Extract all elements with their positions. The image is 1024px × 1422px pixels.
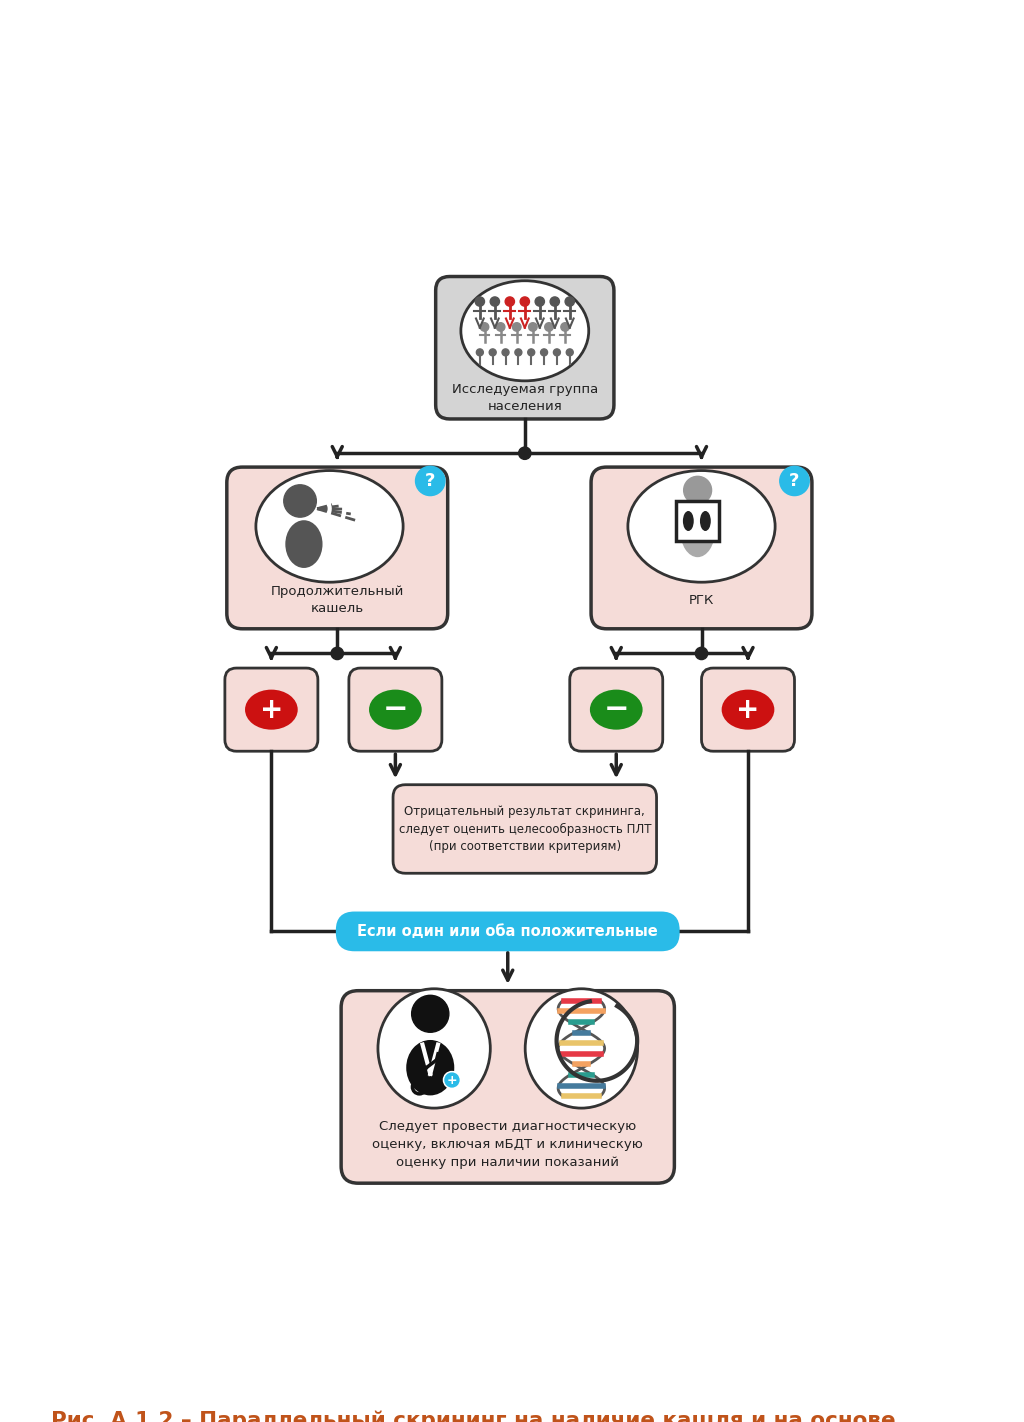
Circle shape <box>476 348 483 356</box>
Ellipse shape <box>680 503 715 557</box>
Ellipse shape <box>700 510 711 530</box>
Ellipse shape <box>628 471 775 582</box>
FancyBboxPatch shape <box>435 276 614 419</box>
Circle shape <box>566 348 573 356</box>
Circle shape <box>331 647 343 660</box>
Ellipse shape <box>286 520 323 567</box>
Circle shape <box>480 323 488 331</box>
Circle shape <box>475 297 484 306</box>
Circle shape <box>527 348 535 356</box>
Text: Отрицательный результат скрининга,
следует оценить целесообразность ПЛТ
(при соо: Отрицательный результат скрининга, следу… <box>398 805 651 853</box>
Circle shape <box>553 348 560 356</box>
Circle shape <box>695 647 708 660</box>
Circle shape <box>489 348 497 356</box>
Circle shape <box>520 297 529 306</box>
Circle shape <box>505 297 514 306</box>
Text: ?: ? <box>790 472 800 491</box>
Circle shape <box>561 323 569 331</box>
Circle shape <box>416 466 445 496</box>
FancyBboxPatch shape <box>341 991 675 1183</box>
Circle shape <box>541 348 548 356</box>
Circle shape <box>550 297 559 306</box>
Circle shape <box>528 323 538 331</box>
Text: +: + <box>736 695 760 724</box>
Ellipse shape <box>378 988 490 1108</box>
Circle shape <box>490 297 500 306</box>
Circle shape <box>545 323 553 331</box>
FancyBboxPatch shape <box>349 668 442 751</box>
Ellipse shape <box>256 471 403 582</box>
FancyBboxPatch shape <box>393 785 656 873</box>
Circle shape <box>512 323 521 331</box>
Circle shape <box>536 297 545 306</box>
Text: +: + <box>260 695 283 724</box>
Ellipse shape <box>407 1039 455 1095</box>
Ellipse shape <box>245 690 298 729</box>
Text: Продолжительный
кашель: Продолжительный кашель <box>270 586 403 616</box>
Text: Рис. А.1.2 – Параллельный скрининг на наличие кашля и на основе
РГК: Рис. А.1.2 – Параллельный скрининг на на… <box>51 1411 896 1422</box>
Circle shape <box>445 1074 459 1086</box>
Text: +: + <box>446 1074 458 1086</box>
Circle shape <box>515 348 522 356</box>
Circle shape <box>779 466 809 496</box>
Ellipse shape <box>525 988 638 1108</box>
Text: −: − <box>603 695 629 724</box>
Text: ?: ? <box>425 472 435 491</box>
FancyBboxPatch shape <box>701 668 795 751</box>
FancyBboxPatch shape <box>591 466 812 629</box>
FancyBboxPatch shape <box>337 913 678 950</box>
Circle shape <box>443 1072 461 1088</box>
Circle shape <box>518 447 531 459</box>
Circle shape <box>565 297 574 306</box>
Circle shape <box>684 476 712 503</box>
Ellipse shape <box>369 690 422 729</box>
FancyBboxPatch shape <box>225 668 317 751</box>
Text: Следует провести диагностическую
оценку, включая мБДТ и клиническую
оценку при н: Следует провести диагностическую оценку,… <box>373 1121 643 1169</box>
Circle shape <box>497 323 505 331</box>
Text: РГК: РГК <box>689 594 714 607</box>
FancyBboxPatch shape <box>676 501 719 540</box>
Text: −: − <box>383 695 409 724</box>
Circle shape <box>502 348 509 356</box>
Circle shape <box>412 995 449 1032</box>
Ellipse shape <box>683 510 693 530</box>
Ellipse shape <box>722 690 774 729</box>
Ellipse shape <box>590 690 643 729</box>
Ellipse shape <box>461 280 589 381</box>
FancyBboxPatch shape <box>569 668 663 751</box>
Text: Если один или оба положительные: Если один или оба положительные <box>357 924 658 939</box>
Circle shape <box>284 485 316 518</box>
FancyBboxPatch shape <box>226 466 447 629</box>
Text: Исследуемая группа
населения: Исследуемая группа населения <box>452 383 598 412</box>
